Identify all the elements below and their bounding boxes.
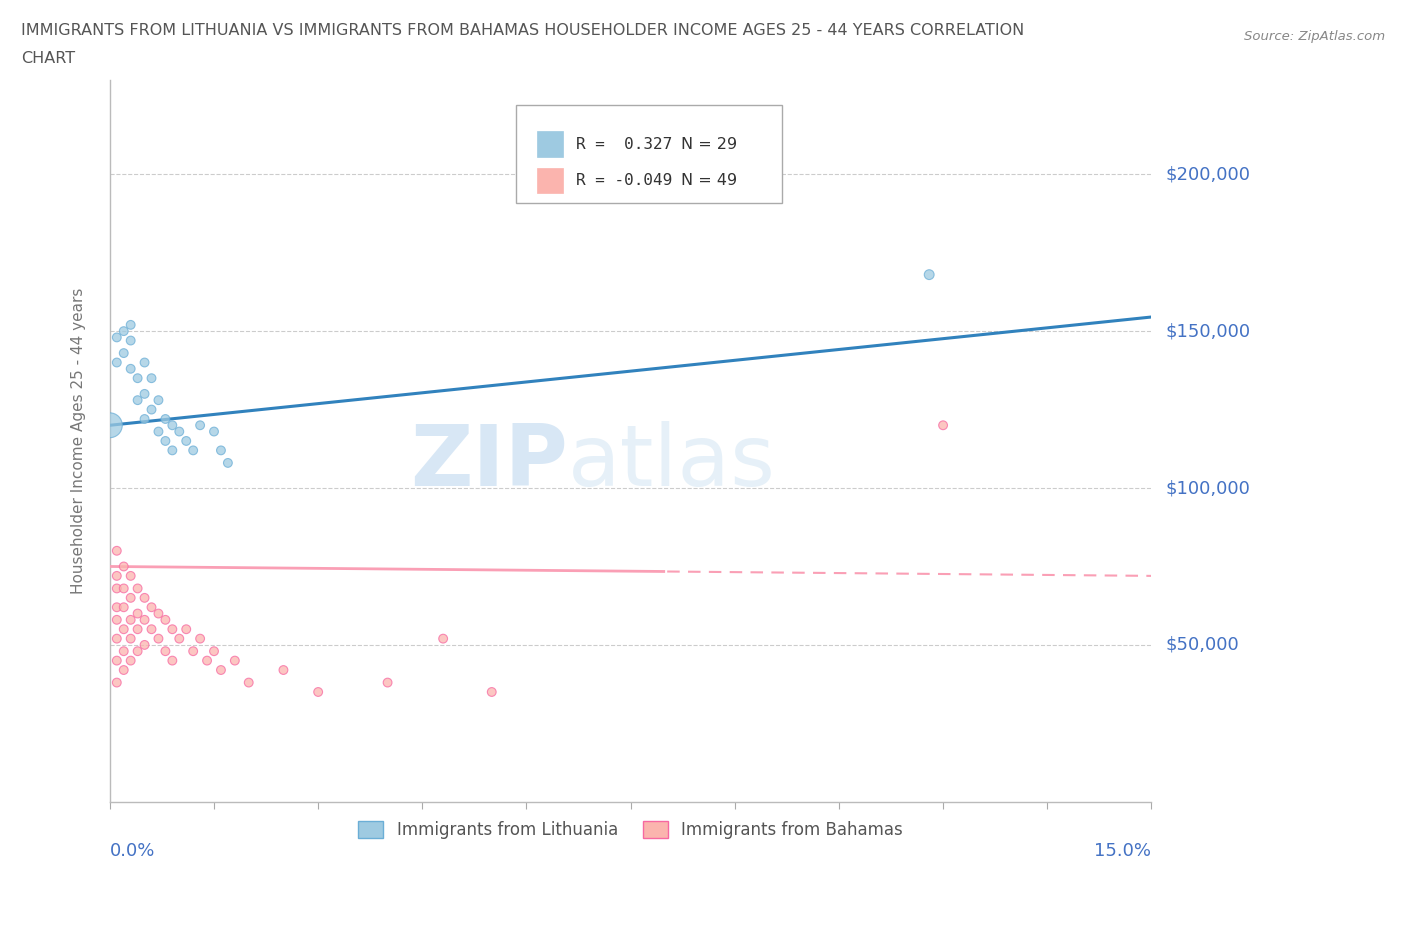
Point <box>98 418 121 432</box>
Text: $150,000: $150,000 <box>1166 322 1250 340</box>
Point <box>120 333 142 348</box>
Point <box>432 631 454 646</box>
Point <box>209 662 232 677</box>
Point <box>155 412 177 427</box>
Point <box>105 355 128 370</box>
Point <box>134 637 156 652</box>
Point <box>134 412 156 427</box>
Point <box>162 653 184 668</box>
Point <box>141 622 163 637</box>
Point <box>127 581 149 596</box>
Point <box>155 644 177 658</box>
Point <box>202 424 225 439</box>
Point <box>174 433 197 448</box>
Point <box>217 456 239 471</box>
Point <box>127 371 149 386</box>
Text: $50,000: $50,000 <box>1166 636 1239 654</box>
Point <box>169 424 191 439</box>
Point <box>105 568 128 583</box>
Point <box>141 402 163 417</box>
Point <box>148 606 170 621</box>
Point <box>112 662 135 677</box>
Point <box>127 644 149 658</box>
Text: 0.0%: 0.0% <box>110 842 155 859</box>
Point <box>148 424 170 439</box>
Y-axis label: Householder Income Ages 25 - 44 years: Householder Income Ages 25 - 44 years <box>72 287 86 594</box>
Point <box>134 387 156 402</box>
Point <box>120 591 142 605</box>
Point <box>202 644 225 658</box>
Point <box>120 317 142 332</box>
Point <box>112 644 135 658</box>
Text: R =  0.327: R = 0.327 <box>576 137 672 152</box>
Text: N = 29: N = 29 <box>681 137 737 152</box>
Point <box>127 622 149 637</box>
Point <box>105 631 128 646</box>
Text: $200,000: $200,000 <box>1166 166 1250 183</box>
FancyBboxPatch shape <box>516 105 782 203</box>
Point <box>148 631 170 646</box>
Text: CHART: CHART <box>21 51 75 66</box>
Point <box>112 581 135 596</box>
Point <box>209 443 232 458</box>
Point <box>112 559 135 574</box>
Point <box>134 612 156 627</box>
Point <box>120 568 142 583</box>
Point <box>181 443 204 458</box>
Point <box>105 581 128 596</box>
Point <box>162 418 184 432</box>
Bar <box>537 131 562 157</box>
Point <box>188 418 211 432</box>
Point <box>105 600 128 615</box>
Point <box>105 543 128 558</box>
Point <box>307 684 329 699</box>
Point <box>155 433 177 448</box>
Point <box>120 612 142 627</box>
Point <box>224 653 246 668</box>
Text: 15.0%: 15.0% <box>1094 842 1152 859</box>
Point <box>112 324 135 339</box>
Point <box>273 662 295 677</box>
Text: $100,000: $100,000 <box>1166 479 1250 497</box>
Point <box>162 622 184 637</box>
Point <box>148 392 170 407</box>
Point <box>238 675 260 690</box>
Point <box>377 675 399 690</box>
Point <box>932 418 955 432</box>
Point <box>105 612 128 627</box>
Point <box>105 653 128 668</box>
Point <box>174 622 197 637</box>
Point <box>169 631 191 646</box>
Point <box>120 653 142 668</box>
Point <box>105 330 128 345</box>
Point <box>181 644 204 658</box>
Point <box>127 392 149 407</box>
Point <box>112 622 135 637</box>
Point <box>112 346 135 361</box>
Legend: Immigrants from Lithuania, Immigrants from Bahamas: Immigrants from Lithuania, Immigrants fr… <box>352 814 910 845</box>
Text: N = 49: N = 49 <box>681 173 737 188</box>
Point <box>918 267 941 282</box>
Text: atlas: atlas <box>568 421 776 504</box>
Point <box>141 371 163 386</box>
Point <box>195 653 218 668</box>
Text: R = -0.049: R = -0.049 <box>576 173 672 188</box>
Point <box>134 355 156 370</box>
Point <box>188 631 211 646</box>
Bar <box>537 168 562 193</box>
Point <box>127 606 149 621</box>
Text: ZIP: ZIP <box>411 421 568 504</box>
Point <box>141 600 163 615</box>
Point <box>112 600 135 615</box>
Point <box>120 631 142 646</box>
Text: Source: ZipAtlas.com: Source: ZipAtlas.com <box>1244 30 1385 43</box>
Point <box>134 591 156 605</box>
Point <box>481 684 503 699</box>
Point <box>120 362 142 377</box>
Point <box>162 443 184 458</box>
Point <box>155 612 177 627</box>
Text: IMMIGRANTS FROM LITHUANIA VS IMMIGRANTS FROM BAHAMAS HOUSEHOLDER INCOME AGES 25 : IMMIGRANTS FROM LITHUANIA VS IMMIGRANTS … <box>21 23 1025 38</box>
Point <box>105 675 128 690</box>
